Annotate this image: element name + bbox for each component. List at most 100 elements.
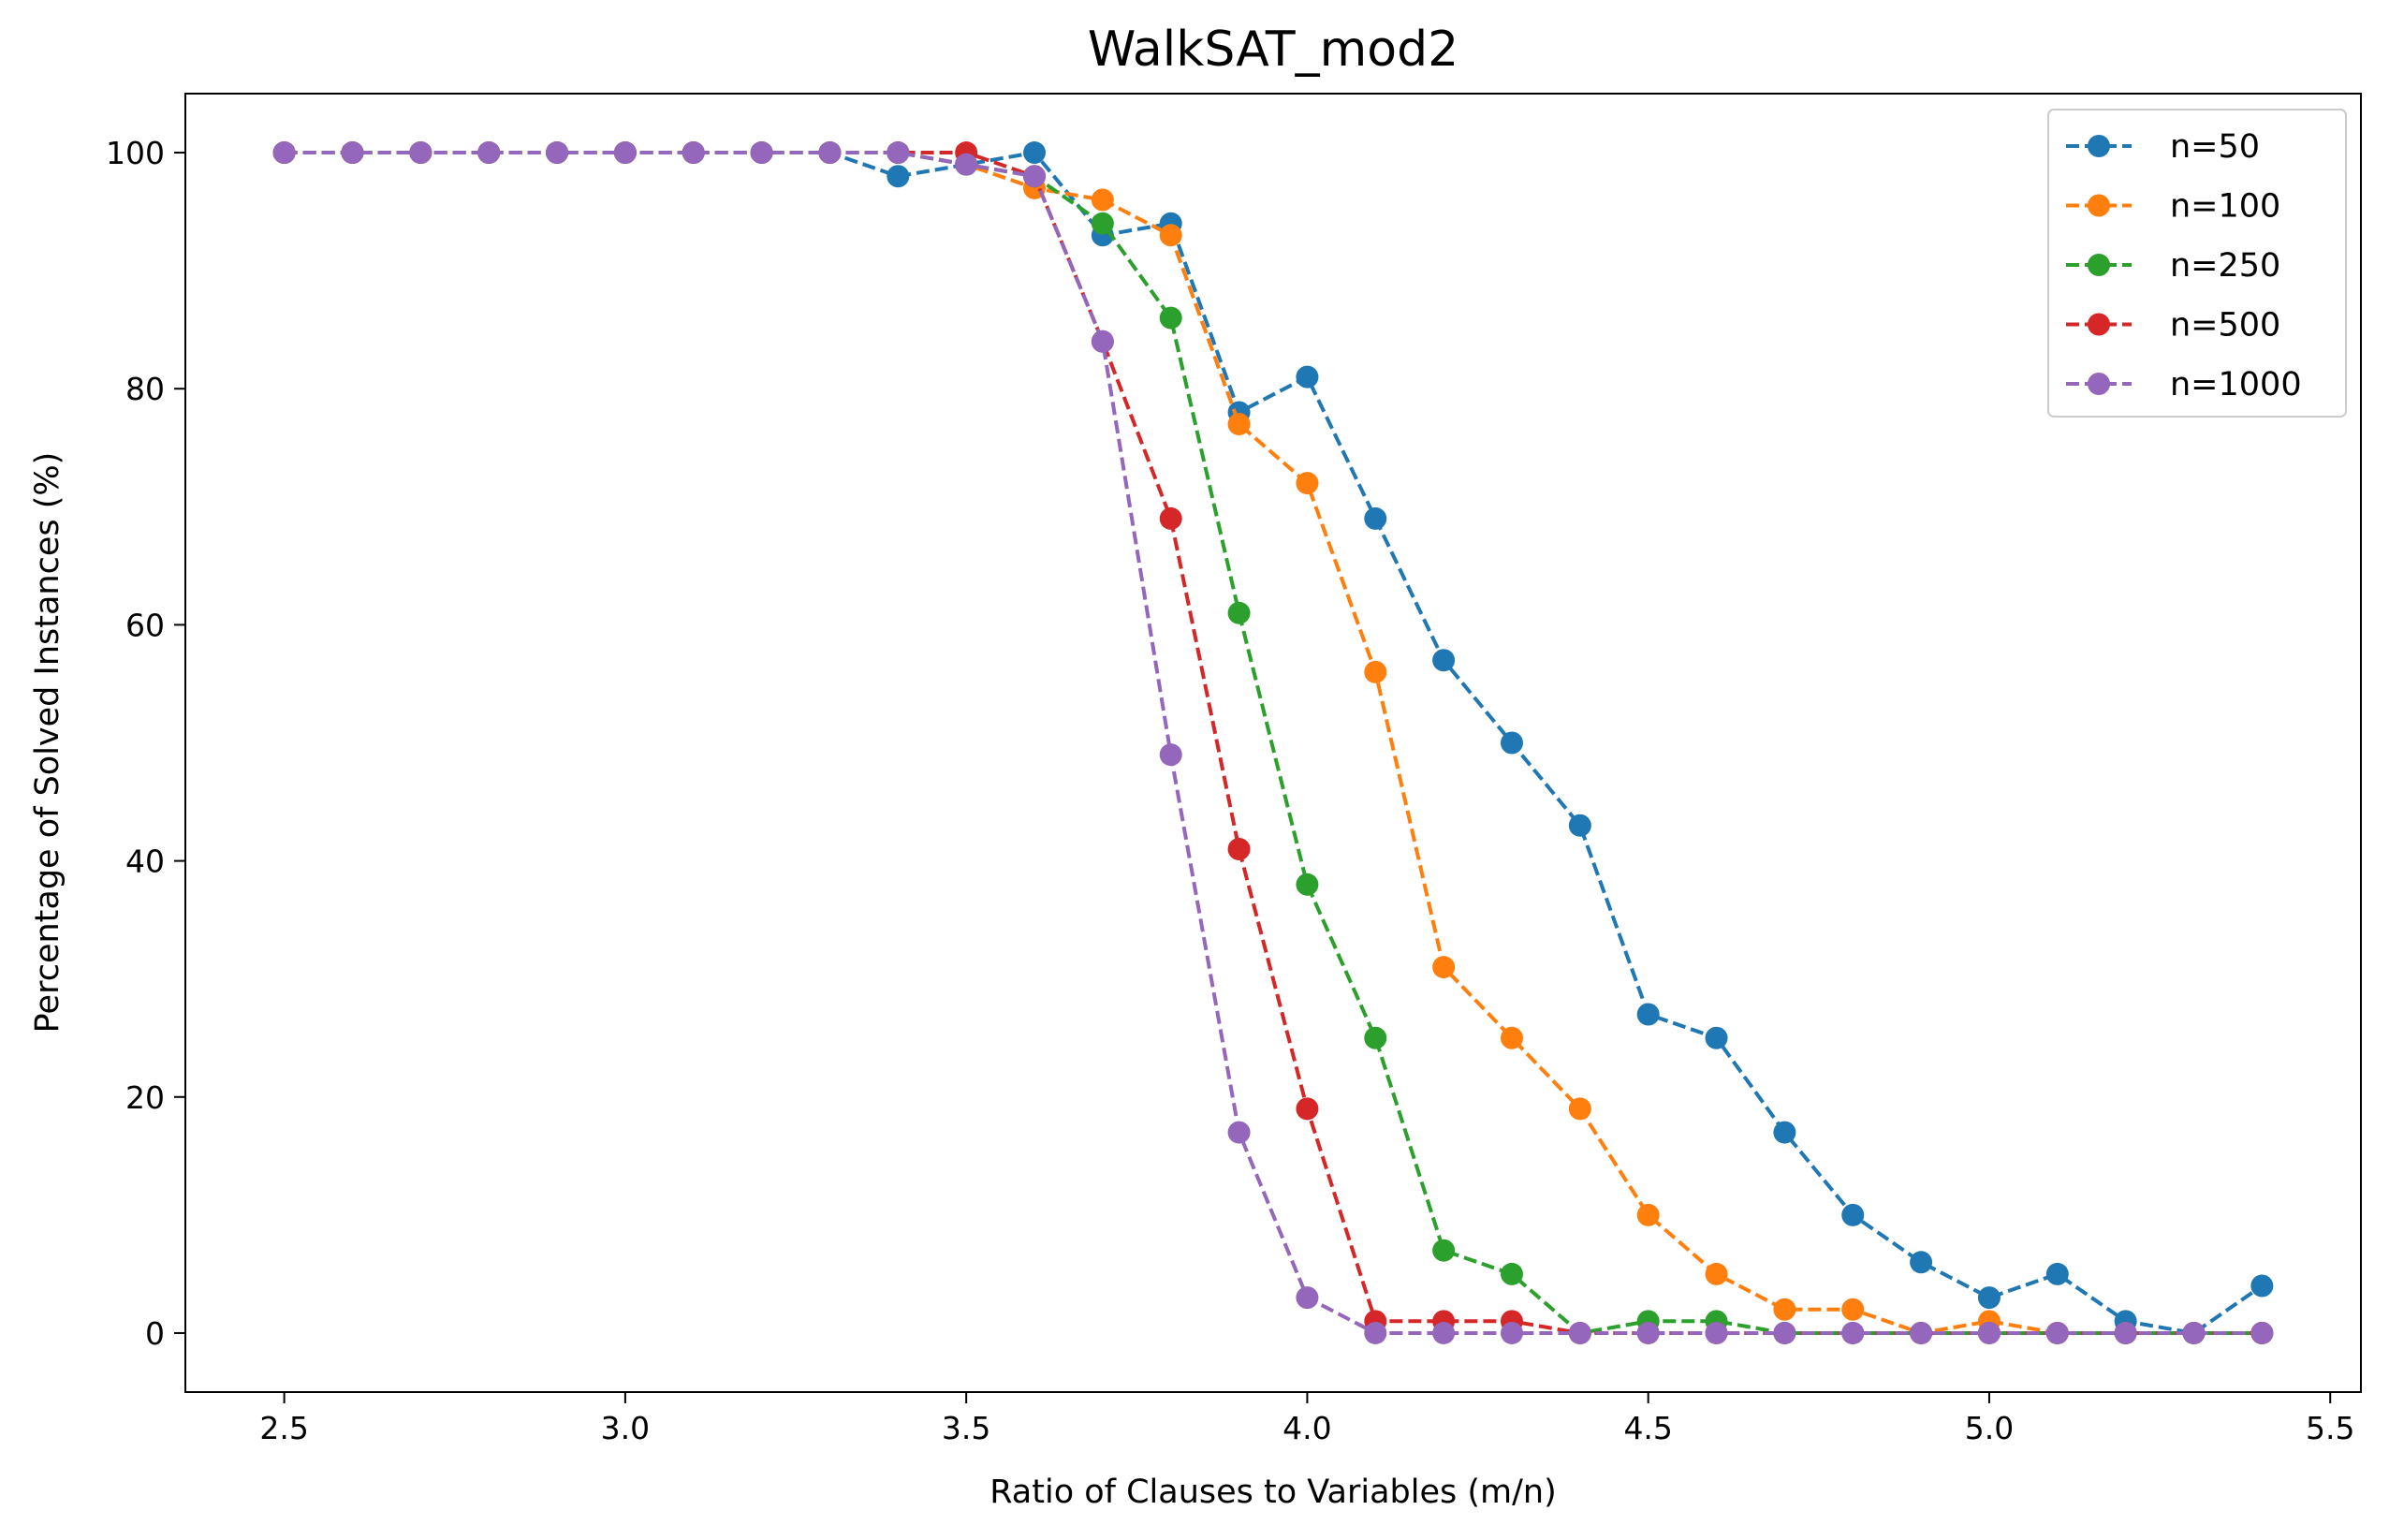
data-point <box>1910 1251 1933 1274</box>
data-point <box>1227 1121 1251 1144</box>
data-point <box>1773 1121 1796 1144</box>
y-axis-label: Percentage of Solved Instances (%) <box>29 452 66 1034</box>
legend-label: n=1000 <box>2170 366 2302 403</box>
data-point <box>1432 956 1456 979</box>
data-point <box>1568 814 1591 837</box>
legend: n=50 n=100 n=250 n=500 n=1000 <box>2047 109 2347 418</box>
data-point <box>887 141 910 165</box>
legend-item: n=1000 <box>2066 366 2302 403</box>
x-tick-label: 3.0 <box>601 1410 650 1446</box>
data-point <box>477 141 501 165</box>
data-point <box>1773 1298 1796 1321</box>
data-point <box>1773 1321 1796 1344</box>
series-n=1000 <box>272 141 2274 1344</box>
data-point <box>1091 188 1114 212</box>
data-point <box>750 141 773 165</box>
data-point <box>1500 1026 1523 1049</box>
legend-marker <box>2088 135 2110 157</box>
x-tick-label: 2.5 <box>259 1410 308 1446</box>
y-tick-label: 100 <box>106 135 165 171</box>
data-point <box>2250 1274 2274 1298</box>
x-axis-ticks: 2.5 3.0 3.5 4.0 4.5 5.0 5.5 <box>259 1392 2354 1446</box>
legend-marker <box>2088 373 2110 395</box>
data-point <box>1159 306 1182 330</box>
data-point <box>818 141 842 165</box>
data-point <box>1500 1321 1523 1344</box>
data-point <box>2045 1321 2069 1344</box>
legend-marker <box>2088 254 2110 276</box>
data-point <box>1910 1321 1933 1344</box>
x-tick-label: 5.0 <box>1965 1410 2014 1446</box>
data-point <box>682 141 705 165</box>
x-tick-label: 3.5 <box>942 1410 990 1446</box>
data-point <box>2250 1321 2274 1344</box>
y-tick-label: 80 <box>125 371 165 407</box>
data-point <box>1705 1026 1728 1049</box>
y-tick-label: 0 <box>145 1315 165 1352</box>
data-point <box>1568 1097 1591 1121</box>
x-tick-label: 4.0 <box>1282 1410 1331 1446</box>
y-tick-label: 40 <box>125 843 165 880</box>
legend-marker <box>2088 194 2110 217</box>
data-point <box>1977 1321 2001 1344</box>
legend-label: n=250 <box>2170 247 2280 285</box>
series-line <box>284 151 2263 1335</box>
data-point <box>1159 506 1182 530</box>
data-point <box>1296 365 1319 389</box>
x-tick-label: 4.5 <box>1623 1410 1672 1446</box>
legend-item: n=50 <box>2066 128 2260 166</box>
data-point <box>1432 649 1456 672</box>
data-point <box>1568 1321 1591 1344</box>
data-point <box>1432 1239 1456 1262</box>
data-point <box>272 141 296 165</box>
data-point <box>1500 1262 1523 1285</box>
legend-label: n=100 <box>2170 188 2280 226</box>
data-point <box>1296 873 1319 896</box>
data-point <box>2045 1262 2069 1285</box>
data-point <box>1159 224 1182 247</box>
data-point <box>1841 1321 1865 1344</box>
data-point <box>1296 1097 1319 1121</box>
data-point <box>1227 837 1251 860</box>
y-axis-ticks: 0 20 40 60 80 100 <box>106 135 185 1352</box>
data-point <box>1841 1298 1865 1321</box>
data-point <box>1705 1321 1728 1344</box>
data-point <box>1841 1203 1865 1226</box>
data-point <box>1023 141 1047 165</box>
chart-title: WalkSAT_mod2 <box>1088 22 1458 78</box>
data-point <box>546 141 569 165</box>
legend-label: n=500 <box>2170 307 2280 345</box>
data-point <box>1636 1321 1660 1344</box>
data-point <box>955 153 978 176</box>
data-point <box>1364 1026 1387 1049</box>
data-point <box>409 141 432 165</box>
data-point <box>2114 1321 2137 1344</box>
data-point <box>887 165 910 188</box>
y-tick-label: 20 <box>125 1079 165 1116</box>
data-point <box>1296 1286 1319 1310</box>
data-point <box>1432 1321 1456 1344</box>
data-point <box>613 141 637 165</box>
data-point <box>1977 1286 2001 1310</box>
data-point <box>1705 1262 1728 1285</box>
x-axis-label: Ratio of Clauses to Variables (m/n) <box>989 1474 1556 1511</box>
data-point <box>1636 1003 1660 1026</box>
plot-area-frame <box>184 93 2362 1393</box>
legend-box <box>2047 109 2347 418</box>
data-point <box>1364 1321 1387 1344</box>
legend-item: n=250 <box>2066 247 2280 285</box>
legend-label: n=50 <box>2170 128 2260 166</box>
data-point <box>1091 330 1114 353</box>
data-point <box>1227 601 1251 624</box>
data-point <box>1159 743 1182 767</box>
data-point <box>1636 1203 1660 1226</box>
data-point <box>1500 731 1523 755</box>
data-point <box>2182 1321 2206 1344</box>
y-tick-label: 60 <box>125 607 165 643</box>
data-point <box>1364 506 1387 530</box>
legend-item: n=100 <box>2066 188 2280 226</box>
legend-marker <box>2088 313 2110 336</box>
data-point <box>1227 413 1251 436</box>
